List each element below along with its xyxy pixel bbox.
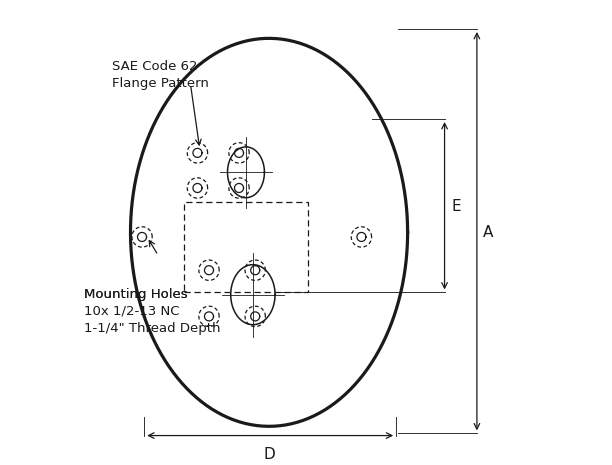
Text: Mounting Holes: Mounting Holes	[84, 288, 188, 301]
Text: Mounting Holes
10x 1/2-13 NC
1-1/4" Thread Depth: Mounting Holes 10x 1/2-13 NC 1-1/4" Thre…	[84, 288, 221, 335]
Text: A: A	[483, 225, 494, 240]
Text: SAE Code 62
Flange Pattern: SAE Code 62 Flange Pattern	[112, 60, 209, 90]
Text: E: E	[451, 199, 461, 214]
Text: D: D	[263, 446, 275, 462]
